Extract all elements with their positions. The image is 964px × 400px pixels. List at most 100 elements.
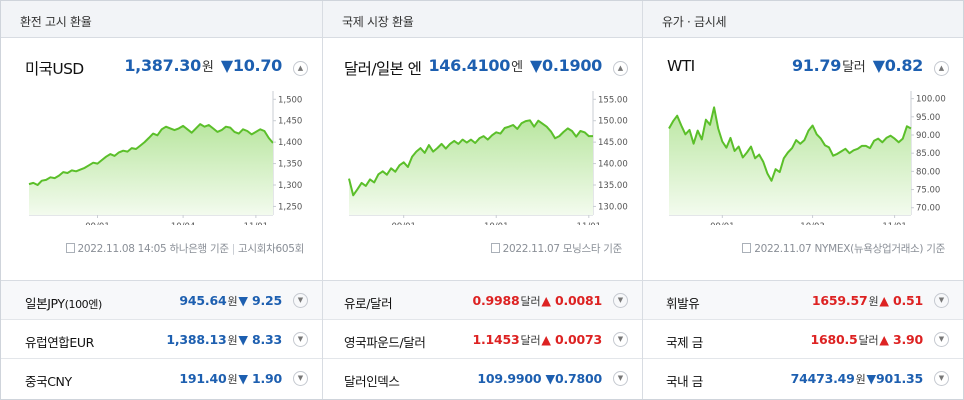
up-arrow-icon: ▲ bbox=[541, 332, 551, 347]
expand-toggle-button[interactable]: ▼ bbox=[934, 293, 949, 308]
main-price-value: 1,387.30 bbox=[124, 56, 201, 75]
chevron-down-icon: ▼ bbox=[617, 335, 624, 343]
x-tick-label: 10/03 bbox=[800, 222, 825, 225]
expand-toggle-button[interactable]: ▼ bbox=[934, 371, 949, 386]
y-tick-label: 100.00 bbox=[916, 95, 946, 105]
panel-exchange-rate: 환전 고시 환율 미국USD 1,387.30원 ▼10.70 ▲ 1,500 1… bbox=[1, 1, 323, 399]
chevron-down-icon: ▼ bbox=[617, 374, 624, 382]
panel-header: 국제 시장 환율 bbox=[323, 1, 642, 38]
rate-list: 유로/달러 0.9988달러▲ 0.0081 ▼ 영국파운드/달러 1.1453… bbox=[323, 280, 642, 399]
main-commodity-name[interactable]: WTI bbox=[667, 57, 695, 75]
document-icon bbox=[490, 243, 500, 253]
up-arrow-icon: ▲ bbox=[879, 293, 889, 308]
expand-toggle-button[interactable]: ▼ bbox=[934, 332, 949, 347]
down-arrow-icon: ▼ bbox=[545, 371, 556, 386]
main-price: 91.79달러 ▼0.82 bbox=[792, 56, 923, 75]
commodity-list: 휘발유 1659.57원▲ 0.51 ▼ 국제 금 1680.5달러▲ 3.90… bbox=[643, 280, 963, 399]
y-tick-label: 75.00 bbox=[916, 186, 940, 196]
collapse-toggle-button[interactable]: ▲ bbox=[613, 61, 628, 76]
panel-oil-gold: 유가 · 금시세 WTI 91.79달러 ▼0.82 ▲ 100.00 95.00… bbox=[643, 1, 963, 399]
chevron-up-icon: ▲ bbox=[297, 64, 304, 72]
y-tick-label: 150.00 bbox=[598, 117, 628, 127]
down-arrow-icon: ▼ bbox=[866, 371, 877, 386]
x-tick-label: 10/04 bbox=[171, 222, 196, 225]
list-item[interactable]: 국제 금 1680.5달러▲ 3.90 ▼ bbox=[643, 320, 963, 359]
x-tick-label: 10/01 bbox=[484, 222, 509, 225]
collapse-toggle-button[interactable]: ▲ bbox=[934, 61, 949, 76]
chevron-down-icon: ▼ bbox=[938, 296, 945, 304]
down-arrow-icon: ▼ bbox=[220, 56, 233, 75]
list-item[interactable]: 중국CNY 191.40원▼ 1.90 ▼ bbox=[1, 359, 322, 399]
expand-toggle-button[interactable]: ▼ bbox=[293, 293, 308, 308]
chevron-down-icon: ▼ bbox=[938, 374, 945, 382]
chevron-down-icon: ▼ bbox=[938, 335, 945, 343]
panel-international-rate: 국제 시장 환율 달러/일본 엔 146.4100엔 ▼0.1900 ▲ 155… bbox=[323, 1, 643, 399]
down-arrow-icon: ▼ bbox=[238, 371, 248, 386]
main-price-unit: 엔 bbox=[511, 60, 523, 75]
main-currency-name[interactable]: 달러/일본 엔 bbox=[344, 60, 422, 78]
source-info: 2022.11.07 모닝스타 기준 bbox=[490, 241, 622, 256]
main-price-unit: 달러 bbox=[842, 60, 866, 75]
main-change: ▼0.82 bbox=[872, 56, 924, 75]
y-tick-label: 145.00 bbox=[598, 138, 628, 148]
chevron-down-icon: ▼ bbox=[617, 296, 624, 304]
usd-chart: 1,500 1,450 1,400 1,350 1,300 1,250 09/01 10/04… bbox=[28, 91, 302, 225]
y-tick-label: 85.00 bbox=[916, 149, 940, 159]
document-icon bbox=[65, 243, 75, 253]
expand-toggle-button[interactable]: ▼ bbox=[293, 332, 308, 347]
up-arrow-icon: ▲ bbox=[541, 293, 551, 308]
list-item[interactable]: 휘발유 1659.57원▲ 0.51 ▼ bbox=[643, 281, 963, 320]
chevron-down-icon: ▼ bbox=[297, 374, 304, 382]
collapse-toggle-button[interactable]: ▲ bbox=[293, 61, 308, 76]
chevron-up-icon: ▲ bbox=[617, 64, 624, 72]
list-item[interactable]: 국내 금 74473.49원▼901.35 ▼ bbox=[643, 359, 963, 399]
down-arrow-icon: ▼ bbox=[530, 56, 543, 75]
main-price-unit: 원 bbox=[201, 60, 214, 75]
chevron-down-icon: ▼ bbox=[297, 335, 304, 343]
list-item[interactable]: 달러인덱스 109.9900 ▼0.7800 ▼ bbox=[323, 359, 642, 399]
up-arrow-icon: ▲ bbox=[879, 332, 889, 347]
x-tick-label: 11/01 bbox=[244, 222, 269, 225]
series-line bbox=[28, 123, 274, 186]
y-tick-label: 1,350 bbox=[278, 160, 302, 170]
list-item[interactable]: 일본JPY(100엔) 945.64원▼ 9.25 ▼ bbox=[1, 281, 322, 320]
main-currency-name[interactable]: 미국USD bbox=[25, 60, 84, 78]
rate-list: 일본JPY(100엔) 945.64원▼ 9.25 ▼ 유럽연합EUR 1,38… bbox=[1, 280, 322, 399]
y-tick-label: 95.00 bbox=[916, 113, 940, 123]
series-line bbox=[348, 119, 593, 197]
wti-chart: 100.00 95.00 90.00 85.00 80.00 75.00 70.00 09/0… bbox=[668, 91, 946, 225]
expand-toggle-button[interactable]: ▼ bbox=[293, 371, 308, 386]
x-tick-label: 11/01 bbox=[882, 222, 907, 225]
y-tick-label: 155.00 bbox=[598, 95, 628, 105]
main-price-value: 146.4100 bbox=[428, 56, 511, 75]
y-tick-label: 135.00 bbox=[598, 181, 628, 191]
y-tick-label: 130.00 bbox=[598, 202, 628, 212]
list-item[interactable]: 유로/달러 0.9988달러▲ 0.0081 ▼ bbox=[323, 281, 642, 320]
list-item[interactable]: 유럽연합EUR 1,388.13원▼ 8.33 ▼ bbox=[1, 320, 322, 359]
jpy-chart: 155.00 150.00 145.00 140.00 135.00 130.00 09/0… bbox=[348, 91, 628, 225]
y-tick-label: 1,450 bbox=[278, 117, 302, 127]
source-info: 2022.11.07 NYMEX(뉴욕상업거래소) 기준 bbox=[742, 241, 945, 256]
list-item[interactable]: 영국파운드/달러 1.1453달러▲ 0.0073 ▼ bbox=[323, 320, 642, 359]
x-tick-label: 09/01 bbox=[710, 222, 735, 225]
down-arrow-icon: ▼ bbox=[238, 293, 248, 308]
expand-toggle-button[interactable]: ▼ bbox=[613, 371, 628, 386]
chevron-up-icon: ▲ bbox=[938, 64, 945, 72]
expand-toggle-button[interactable]: ▼ bbox=[613, 293, 628, 308]
main-price-value: 91.79 bbox=[791, 56, 842, 75]
expand-toggle-button[interactable]: ▼ bbox=[613, 332, 628, 347]
series-line bbox=[668, 106, 912, 182]
y-tick-label: 70.00 bbox=[916, 204, 940, 214]
y-tick-label: 90.00 bbox=[916, 131, 940, 141]
document-icon bbox=[742, 243, 752, 253]
y-tick-label: 140.00 bbox=[598, 160, 628, 170]
panel-header: 환전 고시 환율 bbox=[1, 1, 322, 38]
y-tick-label: 1,250 bbox=[278, 202, 302, 212]
y-tick-label: 1,500 bbox=[278, 95, 302, 105]
x-tick-label: 09/01 bbox=[85, 222, 110, 225]
area-fill bbox=[669, 107, 911, 215]
main-change: ▼10.70 bbox=[220, 56, 282, 75]
main-price: 1,387.30원 ▼10.70 bbox=[124, 56, 282, 75]
y-tick-label: 80.00 bbox=[916, 167, 940, 177]
